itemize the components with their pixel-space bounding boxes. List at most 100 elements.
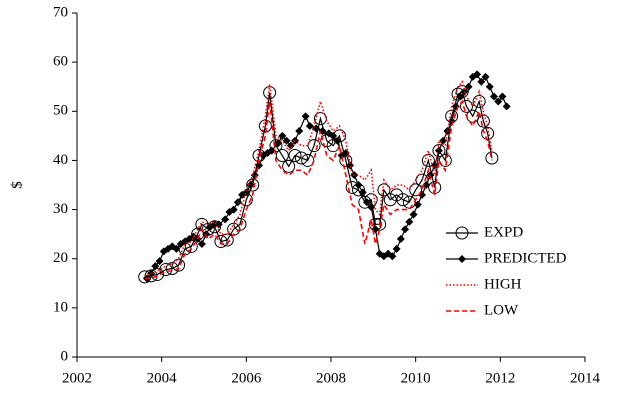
y-tick-label: 50 — [53, 103, 68, 119]
point — [159, 263, 173, 277]
point — [288, 149, 302, 163]
point — [233, 198, 242, 207]
point — [214, 235, 228, 249]
point — [481, 72, 490, 81]
x-tick-label: 2004 — [147, 370, 178, 386]
point — [362, 198, 371, 207]
point — [358, 188, 367, 197]
legend-marker — [458, 255, 466, 263]
legend-label: LOW — [484, 302, 519, 318]
series-line — [144, 99, 493, 280]
point — [456, 92, 465, 101]
point — [367, 203, 376, 212]
point — [295, 126, 304, 135]
point — [269, 139, 283, 153]
point — [439, 136, 448, 145]
point — [274, 139, 283, 148]
point — [392, 244, 401, 253]
point — [329, 131, 338, 140]
series-line — [144, 80, 493, 277]
legend-label: PREDICTED — [484, 250, 567, 266]
point — [434, 146, 443, 155]
y-axis-label: $ — [9, 181, 25, 189]
point — [282, 136, 291, 145]
x-tick-label: 2012 — [485, 370, 515, 386]
point — [447, 117, 456, 126]
point — [396, 235, 405, 244]
point — [242, 188, 251, 197]
point — [221, 215, 230, 224]
y-tick-label: 70 — [53, 4, 68, 20]
point — [485, 82, 494, 91]
point — [477, 77, 486, 86]
point — [476, 114, 490, 128]
point — [172, 258, 186, 272]
point — [294, 151, 308, 165]
point — [422, 181, 431, 189]
point — [409, 183, 423, 197]
point — [313, 112, 327, 126]
x-tick-label: 2006 — [231, 370, 262, 386]
point — [193, 235, 202, 244]
point — [233, 217, 247, 231]
y-tick-label: 30 — [53, 201, 68, 217]
point — [250, 171, 259, 180]
point — [426, 171, 435, 180]
point — [341, 149, 350, 158]
point — [401, 225, 410, 234]
point — [421, 153, 435, 167]
point — [307, 139, 321, 153]
point — [333, 136, 342, 145]
point — [472, 94, 486, 108]
x-tick-label: 2008 — [316, 370, 346, 386]
point — [282, 159, 296, 173]
y-tick-label: 40 — [53, 152, 68, 168]
point — [494, 97, 503, 106]
x-tick-label: 2002 — [62, 370, 92, 386]
point — [346, 161, 355, 170]
point — [354, 181, 363, 189]
point — [197, 239, 206, 248]
point — [438, 153, 452, 167]
point — [432, 144, 446, 158]
point — [305, 122, 314, 131]
point — [151, 262, 160, 271]
point — [396, 193, 410, 207]
y-tick-label: 60 — [53, 54, 68, 70]
point — [388, 252, 397, 261]
point — [301, 153, 315, 167]
point — [413, 200, 422, 209]
point — [405, 217, 414, 226]
x-tick-label: 2014 — [570, 370, 601, 386]
point — [275, 149, 289, 163]
point — [301, 112, 310, 121]
point — [489, 92, 498, 101]
point — [255, 161, 264, 170]
point — [229, 205, 238, 214]
point — [267, 146, 276, 155]
point — [202, 230, 211, 239]
series-line — [144, 90, 493, 278]
point — [473, 70, 482, 79]
legend-label: EXPD — [484, 224, 523, 240]
y-tick-label: 0 — [61, 348, 69, 364]
point — [147, 269, 156, 278]
point — [498, 92, 507, 101]
point — [246, 181, 255, 189]
point — [502, 102, 511, 111]
point — [220, 233, 234, 247]
point — [172, 244, 181, 253]
y-tick-label: 10 — [53, 299, 68, 315]
point — [459, 99, 473, 113]
series-line — [146, 73, 508, 279]
point — [464, 82, 473, 91]
point — [460, 87, 469, 96]
point — [409, 210, 418, 219]
y-tick-label: 20 — [53, 250, 68, 266]
point — [278, 131, 287, 140]
x-tick-label: 2010 — [401, 370, 431, 386]
point — [155, 257, 164, 266]
legend-marker — [455, 226, 469, 240]
point — [485, 151, 499, 165]
